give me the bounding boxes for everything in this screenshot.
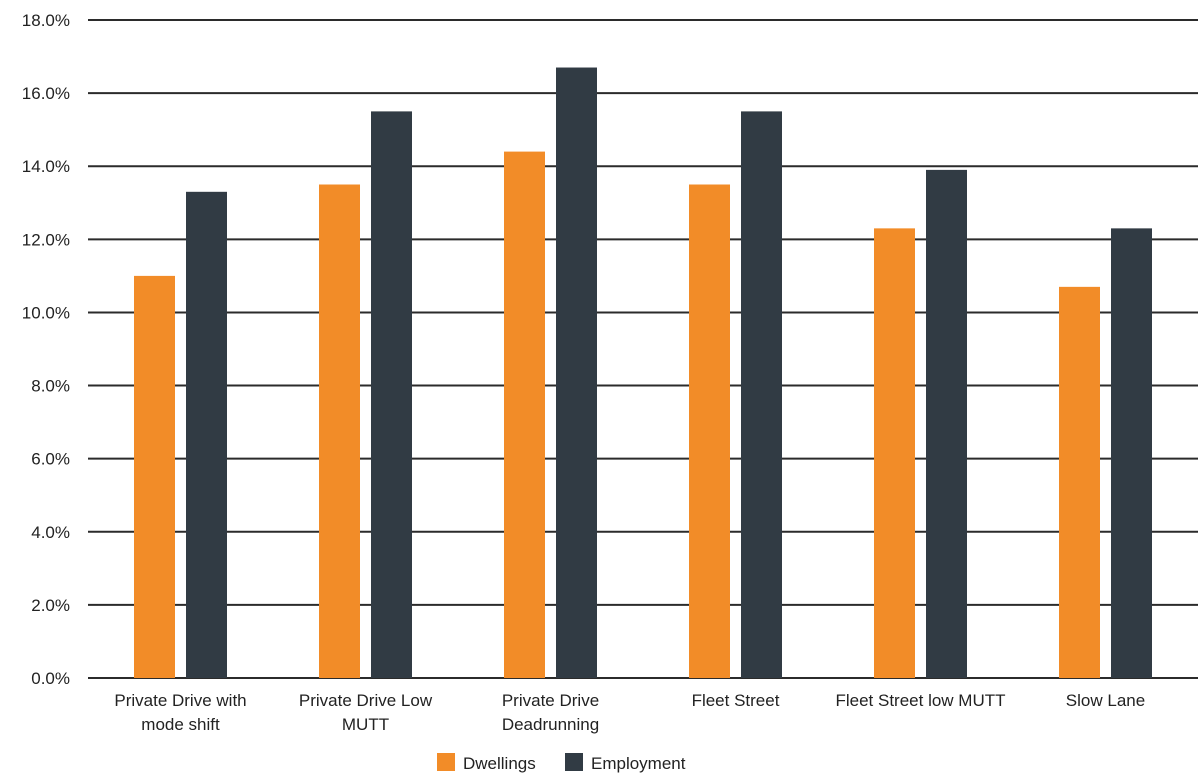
- y-tick-label: 10.0%: [22, 303, 70, 322]
- legend-label-employment: Employment: [591, 754, 686, 773]
- bar-dwellings: [1059, 286, 1100, 678]
- y-tick-label: 18.0%: [22, 11, 70, 30]
- x-category-label-line: mode shift: [141, 715, 220, 734]
- y-axis-tick-labels: 0.0% 2.0% 4.0% 6.0% 8.0% 10.0% 12.0% 14.0% 16.0%…: [22, 11, 70, 688]
- bar-employment: [186, 191, 227, 679]
- y-tick-label: 0.0%: [31, 669, 70, 688]
- x-category-label-line: Private Drive: [502, 691, 599, 710]
- x-category-label-line: MUTT: [342, 715, 389, 734]
- x-category-label: Private Drive Deadrunning: [502, 691, 599, 734]
- bar-dwellings: [504, 151, 545, 679]
- y-tick-label: 16.0%: [22, 84, 70, 103]
- x-category-label-line: Fleet Street: [692, 691, 780, 710]
- x-category-label-line: Private Drive Low: [299, 691, 433, 710]
- legend-swatch-dwellings: [437, 753, 455, 771]
- y-tick-label: 14.0%: [22, 157, 70, 176]
- x-category-label-line: Fleet Street low MUTT: [835, 691, 1005, 710]
- bar-employment: [556, 67, 597, 679]
- bar-dwellings: [134, 275, 175, 678]
- y-tick-label: 8.0%: [31, 377, 70, 396]
- legend: Dwellings Employment: [437, 753, 686, 773]
- bar-dwellings: [689, 184, 730, 678]
- gridlines: [88, 19, 1198, 679]
- x-category-label-line: Slow Lane: [1066, 691, 1145, 710]
- x-category-label: Slow Lane: [1066, 691, 1145, 710]
- bar-employment: [926, 169, 967, 678]
- legend-label-dwellings: Dwellings: [463, 754, 536, 773]
- bar-dwellings: [319, 184, 360, 678]
- bar-employment: [741, 111, 782, 678]
- bar-dwellings: [874, 228, 915, 678]
- x-category-label: Private Drive with mode shift: [114, 691, 246, 734]
- x-category-label: Fleet Street: [692, 691, 780, 710]
- x-category-label-line: Private Drive with: [114, 691, 246, 710]
- x-category-label: Fleet Street low MUTT: [835, 691, 1005, 710]
- y-tick-label: 4.0%: [31, 523, 70, 542]
- bars: [134, 67, 1152, 679]
- x-category-label-line: Deadrunning: [502, 715, 599, 734]
- bar-employment: [371, 111, 412, 678]
- x-category-label: Private Drive Low MUTT: [299, 691, 433, 734]
- legend-swatch-employment: [565, 753, 583, 771]
- y-tick-label: 6.0%: [31, 450, 70, 469]
- bar-employment: [1111, 228, 1152, 678]
- y-tick-label: 12.0%: [22, 230, 70, 249]
- y-tick-label: 2.0%: [31, 596, 70, 615]
